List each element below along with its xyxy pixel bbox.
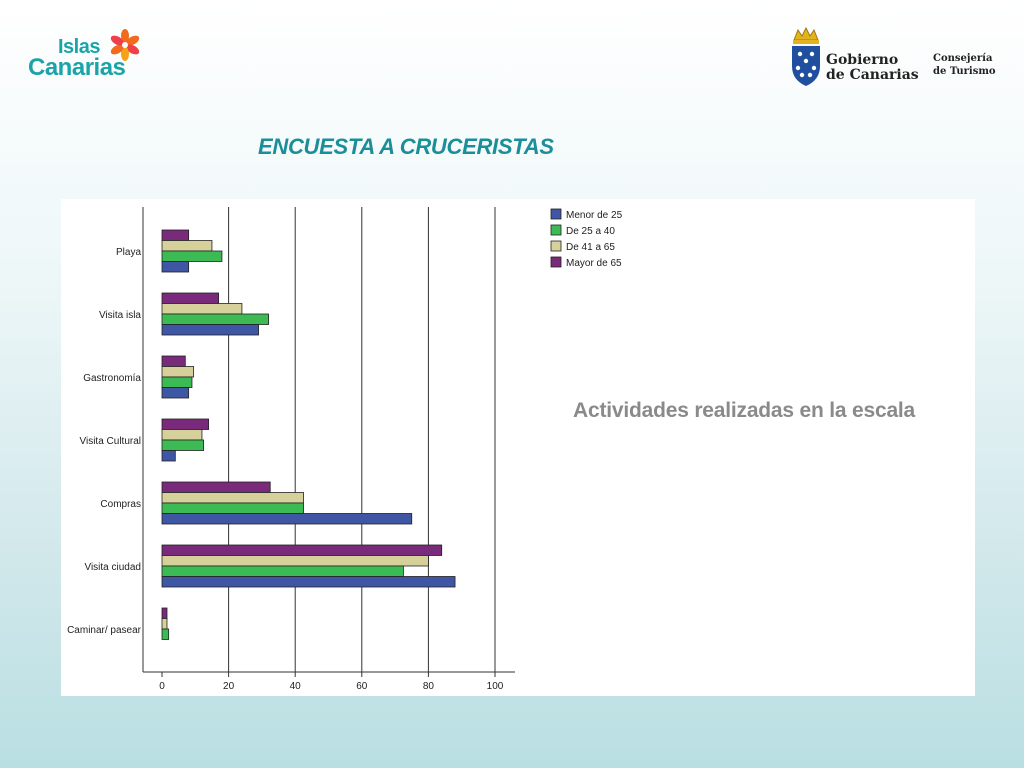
brand-line-1: Islas [58,36,100,58]
category-label: Visita Cultural [79,436,141,447]
bar [161,313,269,325]
x-tick-label: 100 [487,681,504,692]
brand-line-2: Canarias [28,54,126,81]
x-tick-label: 40 [290,681,302,692]
bar [161,387,190,399]
bar [161,607,168,619]
bar [161,628,170,640]
page-title: ENCUESTA A CRUCERISTAS [258,134,554,159]
bar [161,492,304,504]
bar [161,618,168,630]
legend-swatch [550,224,562,236]
category-label: Visita ciudad [84,562,141,573]
legend-label: Menor de 25 [566,210,623,221]
department-line-2: de Turismo [933,66,996,77]
bar [161,502,304,514]
category-label: Playa [116,247,141,258]
legend-label: Mayor de 65 [566,258,622,269]
bar [161,355,186,367]
bar [161,576,456,588]
government-line-2: de Canarias [826,67,919,83]
legend-label: De 41 a 65 [566,242,615,253]
bar [161,376,193,388]
bar [161,324,259,336]
chart-title: Actividades realizadas en la escala [573,399,916,422]
gobierno-canarias-logo: Gobierno de Canarias Consejería de Turis… [788,22,998,88]
legend-swatch [550,256,562,268]
bar [161,292,220,304]
bar [161,261,190,273]
x-tick-label: 20 [223,681,235,692]
bar [161,513,413,525]
bar [161,229,190,241]
x-tick-label: 80 [423,681,435,692]
coat-of-arms-icon [792,26,820,86]
legend-swatch [550,240,562,252]
bar [161,418,210,430]
bar [161,439,205,451]
category-label: Compras [100,499,141,510]
bar [161,303,243,315]
bar [161,544,443,556]
bar [161,240,213,252]
category-label: Visita isla [99,310,141,321]
bar [161,555,429,567]
bar [161,366,195,378]
bar [161,450,176,462]
bar [161,250,223,262]
islas-canarias-logo: Islas Canarias [26,28,146,81]
bar [161,429,203,441]
government-line-1: Gobierno [826,52,899,68]
category-label: Caminar/ pasear [67,625,142,636]
x-tick-label: 60 [356,681,368,692]
department-line-1: Consejería [933,53,993,64]
legend-swatch [550,208,562,220]
legend-label: De 25 a 40 [566,226,615,237]
x-tick-label: 0 [159,681,165,692]
chart-panel: 0 20 40 60 80 100 Playa Visita isla Gastronomía V… [61,199,975,696]
bar [161,481,271,493]
category-label: Gastronomía [83,373,141,384]
flower-icon [110,29,140,61]
bar [161,565,404,577]
bar-chart: 0 20 40 60 80 100 Playa Visita isla Gastronomía V… [67,207,623,692]
